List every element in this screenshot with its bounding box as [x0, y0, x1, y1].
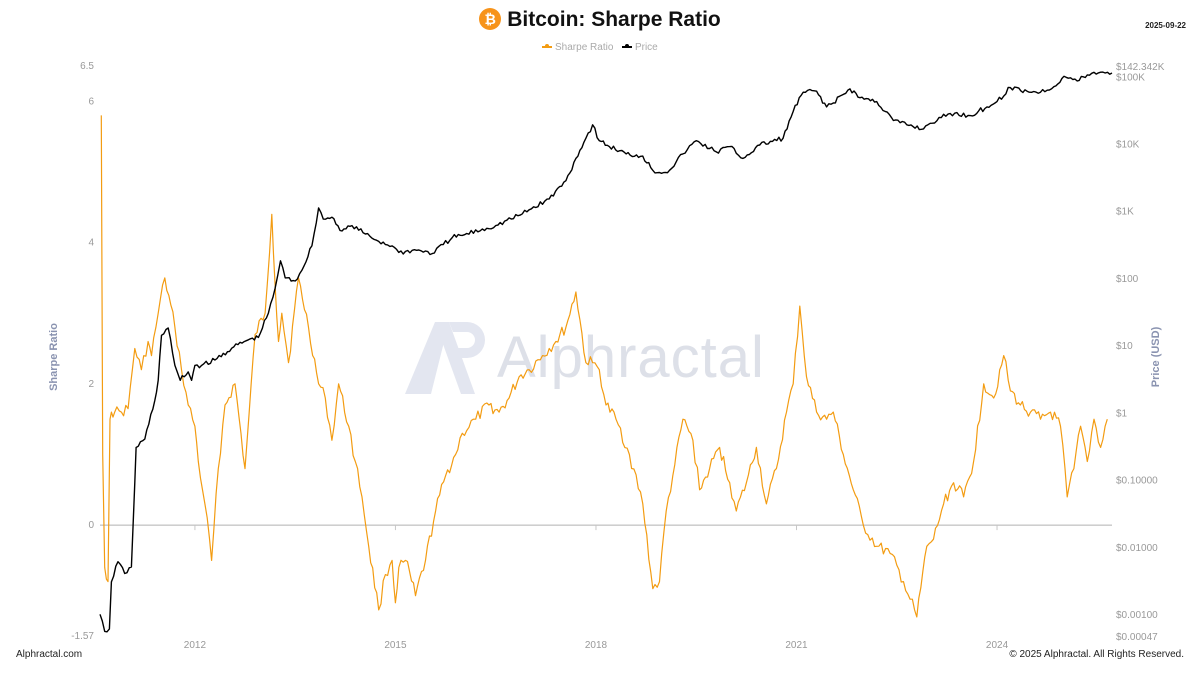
- x-tick-label: 2012: [184, 640, 207, 651]
- chart-title-text: Bitcoin: Sharpe Ratio: [507, 8, 721, 31]
- right-tick-label: $142.342K: [1116, 62, 1165, 73]
- right-axis-label: Price (USD): [1150, 326, 1162, 387]
- left-tick-label: -1.57: [71, 631, 94, 642]
- x-tick-label: 2024: [986, 640, 1009, 651]
- x-tick-label: 2018: [585, 640, 608, 651]
- footer-site: Alphractal.com: [16, 649, 83, 660]
- right-tick-label: $1: [1116, 408, 1128, 419]
- legend-item-sharpe[interactable]: Sharpe Ratio: [542, 42, 613, 53]
- footer-copyright: © 2025 Alphractal. All Rights Reserved.: [1009, 649, 1184, 660]
- right-tick-label: $0.10000: [1116, 476, 1158, 487]
- right-tick-label: $1K: [1116, 207, 1134, 218]
- right-tick-label: $0.01000: [1116, 543, 1158, 554]
- sharpe-ratio-line: [100, 115, 1108, 618]
- right-tick-label: $0.00047: [1116, 632, 1158, 643]
- left-tick-label: 6: [88, 96, 94, 107]
- legend: Sharpe Ratio Price: [0, 42, 1200, 53]
- left-tick-label: 4: [88, 238, 94, 249]
- bitcoin-icon: ₿: [479, 8, 502, 30]
- legend-item-price[interactable]: Price: [622, 42, 658, 53]
- left-axis-label: Sharpe Ratio: [48, 323, 60, 391]
- legend-label-price: Price: [634, 42, 658, 53]
- legend-label-sharpe: Sharpe Ratio: [555, 42, 614, 53]
- right-tick-label: $100: [1116, 274, 1139, 285]
- x-tick-label: 2021: [785, 640, 808, 651]
- price-line: [99, 71, 1113, 633]
- left-tick-label: 2: [88, 379, 94, 390]
- right-tick-label: $10: [1116, 341, 1133, 352]
- left-tick-label: 0: [88, 520, 94, 531]
- date-label: 2025-09-22: [1145, 21, 1186, 30]
- left-tick-label: 6.5: [80, 61, 94, 72]
- x-tick-label: 2015: [384, 640, 407, 651]
- chart-title: ₿ Bitcoin: Sharpe Ratio: [0, 8, 1200, 32]
- right-tick-label: $10K: [1116, 140, 1140, 151]
- legend-swatch-price: [622, 44, 633, 49]
- right-tick-label: $0.00100: [1116, 610, 1158, 621]
- legend-swatch-sharpe: [542, 44, 553, 49]
- right-tick-label: $100K: [1116, 72, 1145, 83]
